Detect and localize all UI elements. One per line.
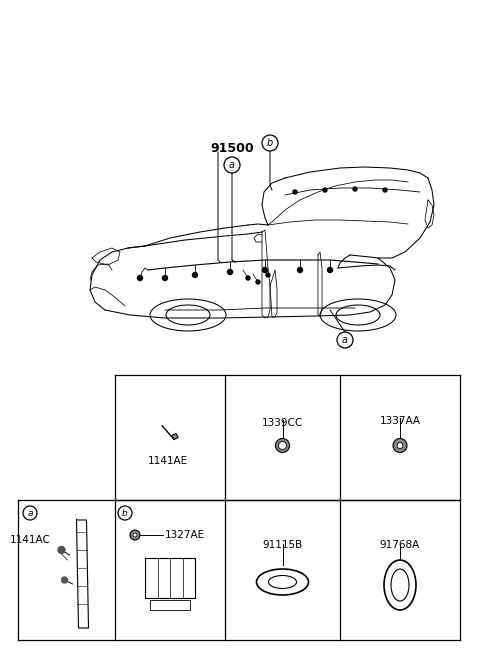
Text: a: a	[229, 160, 235, 170]
Text: 1337AA: 1337AA	[380, 415, 420, 426]
Circle shape	[23, 506, 37, 520]
Text: 91115B: 91115B	[263, 540, 302, 550]
Circle shape	[263, 267, 267, 272]
Circle shape	[383, 188, 387, 192]
Circle shape	[61, 577, 68, 583]
Circle shape	[278, 441, 287, 449]
Circle shape	[393, 438, 407, 453]
Circle shape	[163, 276, 168, 280]
Circle shape	[58, 546, 65, 553]
Circle shape	[246, 276, 250, 280]
Text: 91768A: 91768A	[380, 540, 420, 550]
Circle shape	[353, 187, 357, 191]
Circle shape	[293, 190, 297, 194]
Circle shape	[133, 533, 137, 537]
Text: a: a	[342, 335, 348, 345]
Ellipse shape	[256, 569, 309, 595]
Circle shape	[137, 276, 143, 280]
Text: b: b	[122, 508, 128, 517]
Circle shape	[224, 157, 240, 173]
Circle shape	[266, 273, 270, 277]
Text: 1141AC: 1141AC	[10, 535, 50, 545]
Text: 1339CC: 1339CC	[262, 417, 303, 428]
Ellipse shape	[268, 576, 297, 588]
Circle shape	[228, 269, 232, 274]
Circle shape	[337, 332, 353, 348]
Text: a: a	[27, 508, 33, 517]
Circle shape	[118, 506, 132, 520]
Circle shape	[256, 280, 260, 284]
Text: 91500: 91500	[210, 141, 253, 155]
Circle shape	[323, 188, 327, 192]
Circle shape	[276, 438, 289, 453]
Circle shape	[262, 135, 278, 151]
Text: 1141AE: 1141AE	[148, 455, 188, 466]
Circle shape	[327, 267, 333, 272]
Polygon shape	[172, 434, 178, 440]
Text: 1327AE: 1327AE	[165, 530, 205, 540]
Circle shape	[397, 443, 403, 449]
Ellipse shape	[391, 569, 409, 601]
Text: b: b	[267, 138, 273, 148]
Circle shape	[298, 267, 302, 272]
Circle shape	[192, 272, 197, 278]
Circle shape	[130, 530, 140, 540]
Ellipse shape	[384, 560, 416, 610]
